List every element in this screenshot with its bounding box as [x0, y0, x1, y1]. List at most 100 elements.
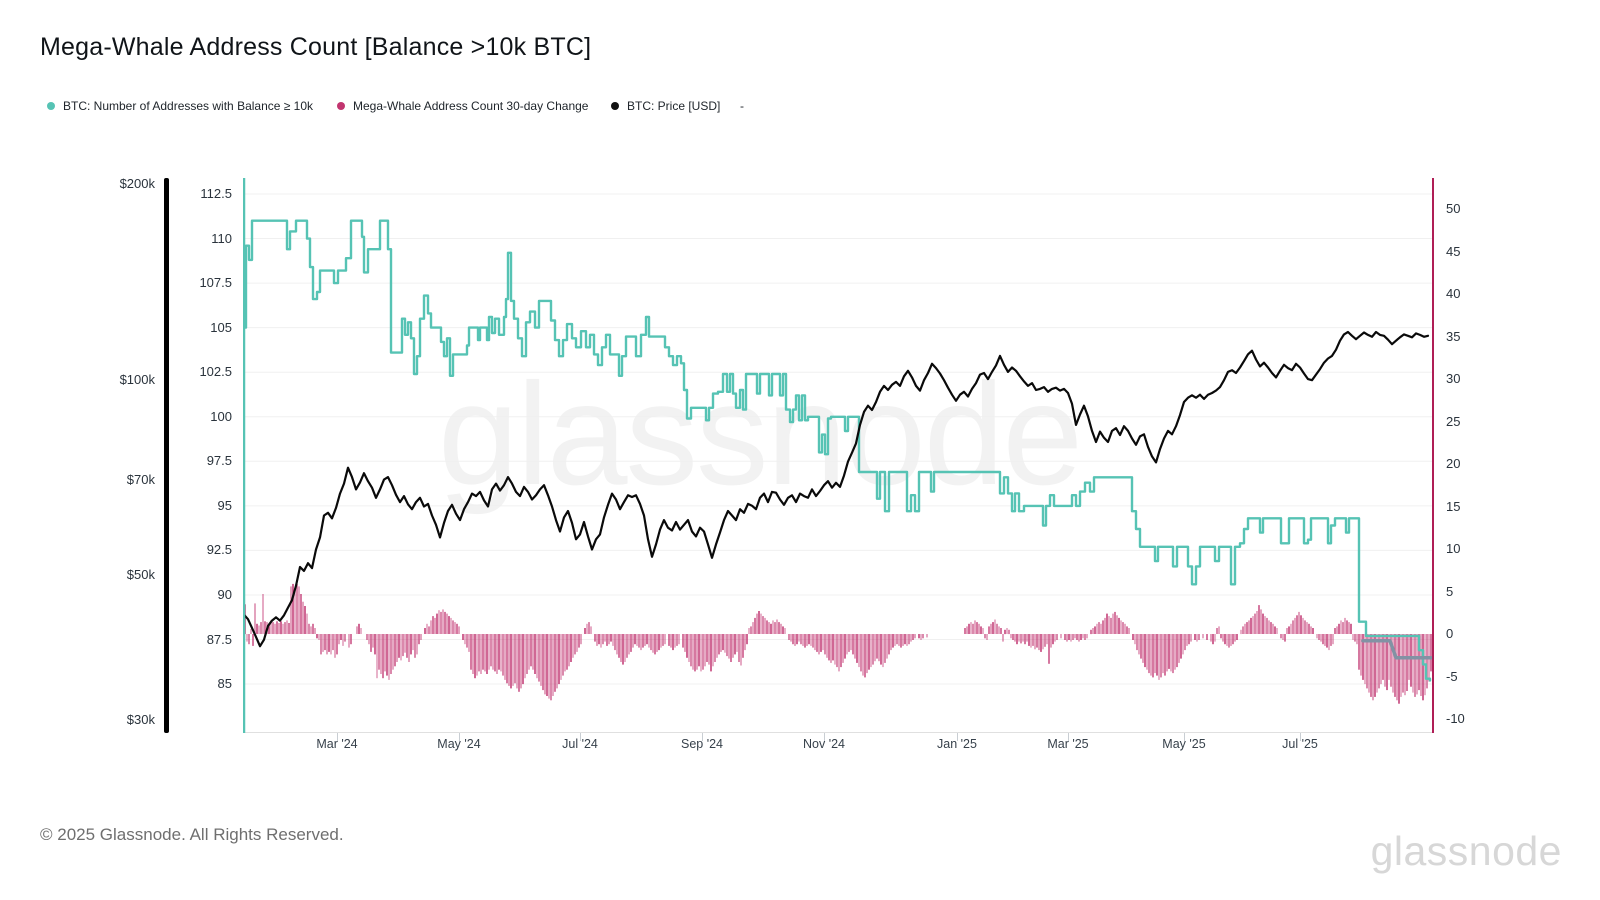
- change-bar: [1086, 634, 1088, 639]
- change-bar: [574, 634, 576, 655]
- count-axis-tick-label: 90: [217, 586, 232, 602]
- change-bar: [914, 634, 916, 639]
- change-bar: [840, 634, 842, 668]
- change-bar: [818, 634, 820, 655]
- count-axis-tick-label: 97.5: [206, 453, 232, 469]
- legend-dot-icon: [47, 102, 55, 110]
- change-bar: [1124, 623, 1126, 634]
- change-bar: [678, 634, 680, 645]
- change-bar: [650, 634, 652, 651]
- change-bar: [1068, 634, 1070, 640]
- change-bar: [1360, 634, 1362, 676]
- change-bar: [620, 634, 622, 662]
- x-axis-tick: [337, 733, 338, 741]
- change-bar: [1260, 609, 1262, 634]
- change-bar: [542, 634, 544, 691]
- change-bar: [1348, 622, 1350, 634]
- change-bar: [1162, 634, 1164, 674]
- change-bar: [1226, 634, 1228, 646]
- change-bar: [1422, 634, 1424, 701]
- change-bar: [1072, 634, 1074, 640]
- change-bar: [1160, 634, 1162, 678]
- change-bar: [426, 623, 428, 634]
- change-bar: [1054, 634, 1056, 642]
- change-bar: [842, 634, 844, 663]
- change-bar: [358, 623, 360, 634]
- change-bar: [892, 634, 894, 648]
- change-bar: [1378, 634, 1380, 689]
- change-bar: [718, 634, 720, 655]
- change-bar: [692, 634, 694, 670]
- change-bar: [732, 634, 734, 658]
- change-bar: [1052, 634, 1054, 645]
- change-bar: [308, 623, 310, 634]
- change-bar: [496, 634, 498, 674]
- change-bar: [546, 634, 548, 696]
- change-bar: [428, 626, 430, 634]
- change-bar: [416, 634, 418, 655]
- legend-item-2[interactable]: BTC: Price [USD]: [611, 98, 720, 114]
- change-bar: [1122, 622, 1124, 634]
- legend-item-3[interactable]: -: [740, 98, 744, 114]
- change-bar: [386, 634, 388, 676]
- change-axis-tick-label: 5: [1446, 583, 1454, 599]
- legend-item-1[interactable]: Mega-Whale Address Count 30-day Change: [337, 98, 588, 114]
- change-bar: [982, 628, 984, 634]
- change-bar: [408, 634, 410, 662]
- change-bar: [434, 617, 436, 634]
- change-bar: [1290, 623, 1292, 634]
- change-bar: [816, 634, 818, 652]
- x-axis-tick-label: Jul '24: [562, 737, 598, 751]
- change-bar: [878, 634, 880, 662]
- change-bar: [966, 626, 968, 634]
- change-bar: [736, 634, 738, 652]
- change-bar: [1064, 634, 1066, 640]
- change-bar: [1146, 634, 1148, 670]
- chart-plot[interactable]: [243, 178, 1434, 733]
- change-bar: [1320, 634, 1322, 642]
- change-bar: [640, 634, 642, 651]
- change-bar: [1386, 634, 1388, 691]
- change-bar: [1046, 634, 1048, 645]
- change-bar: [898, 634, 900, 646]
- change-bar: [508, 634, 510, 686]
- change-bar: [532, 634, 534, 670]
- change-bar: [864, 634, 866, 678]
- change-bar: [1382, 634, 1384, 680]
- change-bar: [1340, 620, 1342, 634]
- x-axis-tick-label: May '24: [437, 737, 481, 751]
- change-bar: [1284, 634, 1286, 642]
- change-bar: [528, 634, 530, 670]
- change-bar: [1380, 634, 1382, 685]
- change-bar: [588, 622, 590, 634]
- change-bar: [264, 621, 266, 635]
- change-bar: [1142, 634, 1144, 663]
- price-axis-tick-label: $100k: [119, 371, 155, 387]
- change-bar: [452, 620, 454, 634]
- change-bar: [1006, 628, 1008, 634]
- change-bar: [832, 634, 834, 661]
- change-bar: [462, 634, 464, 640]
- change-bar: [526, 634, 528, 674]
- change-bar: [1366, 634, 1368, 689]
- change-bar: [1396, 634, 1398, 701]
- price-axis-tick-label: $70k: [126, 472, 155, 488]
- change-bar: [1148, 634, 1150, 674]
- count-axis-tick-label: 107.5: [199, 275, 232, 291]
- change-bar: [1018, 634, 1020, 642]
- change-bar: [768, 622, 770, 634]
- legend-item-label: -: [740, 99, 744, 113]
- change-bar: [794, 634, 796, 646]
- change-axis-tick-label: 30: [1446, 371, 1461, 386]
- legend-item-0[interactable]: BTC: Number of Addresses with Balance ≥ …: [47, 98, 313, 114]
- change-bar: [286, 620, 288, 634]
- change-bar: [1150, 634, 1152, 676]
- change-bar: [1282, 634, 1284, 640]
- change-bar: [708, 634, 710, 665]
- change-bar: [984, 634, 986, 639]
- change-bar: [400, 634, 402, 661]
- change-bar: [548, 634, 550, 699]
- change-bar: [744, 634, 746, 651]
- change-bar: [366, 634, 368, 640]
- change-bar: [1216, 628, 1218, 634]
